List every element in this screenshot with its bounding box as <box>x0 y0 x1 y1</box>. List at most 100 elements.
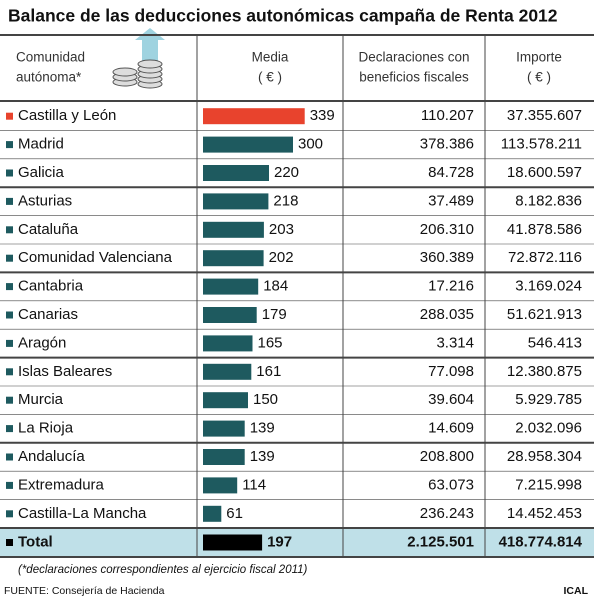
bar <box>203 335 253 352</box>
declarations-value: 3.314 <box>436 334 474 351</box>
coins-icon <box>112 28 165 89</box>
amount-value: 8.182.836 <box>515 192 582 209</box>
bar <box>203 477 238 494</box>
declarations-value: 84.728 <box>428 164 474 181</box>
region-name: Castilla-La Mancha <box>18 505 147 522</box>
header-label: ( € ) <box>527 70 551 85</box>
bar <box>203 363 252 380</box>
row-marker <box>6 425 13 433</box>
header-label: Declaraciones con <box>358 50 469 65</box>
region-name: Cantabria <box>18 278 84 295</box>
amount-value: 18.600.597 <box>507 164 582 181</box>
media-value: 139 <box>250 420 275 437</box>
media-value: 220 <box>274 164 299 181</box>
row-marker <box>6 339 13 347</box>
declarations-value: 17.216 <box>428 278 474 295</box>
declarations-value: 2.125.501 <box>407 533 474 550</box>
header-label: Importe <box>516 50 562 65</box>
table-lines <box>0 34 594 558</box>
declarations-value: 288.035 <box>420 306 474 323</box>
bar <box>203 307 257 323</box>
amount-value: 28.958.304 <box>507 448 582 465</box>
source: FUENTE: Consejería de Hacienda <box>4 585 165 597</box>
media-value: 150 <box>253 391 278 408</box>
amount-value: 7.215.998 <box>515 476 582 493</box>
bar <box>203 108 305 125</box>
row-marker <box>6 197 13 205</box>
bar <box>203 221 264 238</box>
credit: ICAL <box>564 585 589 597</box>
title: Balance de las deducciones autonómicas c… <box>8 6 558 26</box>
header-label: beneficios fiscales <box>359 70 469 85</box>
media-value: 300 <box>298 136 323 153</box>
region-name: Canarias <box>18 306 78 323</box>
bar <box>203 193 269 210</box>
media-value: 61 <box>226 505 243 522</box>
declarations-value: 206.310 <box>420 221 474 238</box>
media-value: 202 <box>269 249 294 266</box>
row-marker <box>6 453 13 461</box>
media-value: 184 <box>263 278 288 295</box>
region-name: Castilla y León <box>18 107 116 124</box>
bar <box>203 165 269 181</box>
header-label: Media <box>252 50 289 65</box>
region-name: Asturias <box>18 192 72 209</box>
row-marker <box>6 283 13 291</box>
declarations-value: 378.386 <box>420 136 474 153</box>
amount-value: 72.872.116 <box>508 249 582 266</box>
region-name: Aragón <box>18 334 66 351</box>
declarations-value: 37.489 <box>428 192 474 209</box>
media-value: 114 <box>242 476 266 493</box>
declarations-value: 208.800 <box>420 448 474 465</box>
region-name: Islas Baleares <box>18 363 112 380</box>
bar <box>203 534 263 551</box>
row-marker <box>6 368 13 376</box>
bar <box>203 505 222 522</box>
bar <box>203 392 248 409</box>
declarations-value: 14.609 <box>428 420 474 437</box>
header-label: ( € ) <box>258 70 282 85</box>
bar <box>203 449 245 465</box>
bar <box>203 250 264 267</box>
region-name: Cataluña <box>18 221 79 238</box>
amount-value: 12.380.875 <box>507 363 582 380</box>
region-name: Galicia <box>18 164 65 181</box>
amount-value: 3.169.024 <box>515 278 582 295</box>
media-value: 165 <box>258 334 283 351</box>
declarations-value: 110.207 <box>421 107 474 124</box>
amount-value: 113.578.211 <box>501 136 582 153</box>
declarations-value: 39.604 <box>428 391 474 408</box>
row-marker <box>6 226 13 234</box>
declarations-value: 63.073 <box>428 476 474 493</box>
total-row-bg <box>0 528 594 558</box>
row-marker <box>6 510 13 518</box>
region-name: Madrid <box>18 136 64 153</box>
row-marker <box>6 539 13 546</box>
amount-value: 5.929.785 <box>515 391 582 408</box>
media-value: 218 <box>273 192 298 209</box>
region-name: Murcia <box>18 391 64 408</box>
amount-value: 14.452.453 <box>507 505 582 522</box>
row-marker <box>6 481 13 489</box>
amount-value: 37.355.607 <box>507 107 582 124</box>
media-value: 161 <box>256 363 281 380</box>
bar <box>203 136 293 153</box>
header-label: autónoma* <box>16 70 82 85</box>
amount-value: 546.413 <box>528 334 582 351</box>
declarations-value: 236.243 <box>420 505 474 522</box>
media-value: 203 <box>269 221 294 238</box>
region-name: Comunidad Valenciana <box>18 249 173 266</box>
row-marker <box>6 169 13 177</box>
row-marker <box>6 396 13 404</box>
media-value: 197 <box>267 533 292 550</box>
row-marker <box>6 112 13 120</box>
bar <box>203 420 245 437</box>
amount-value: 51.621.913 <box>507 306 582 323</box>
media-value: 179 <box>262 306 287 323</box>
amount-value: 41.878.586 <box>507 221 582 238</box>
region-name: Andalucía <box>18 448 85 465</box>
declarations-value: 360.389 <box>420 249 474 266</box>
region-name: Total <box>18 533 53 550</box>
region-name: La Rioja <box>18 420 74 437</box>
